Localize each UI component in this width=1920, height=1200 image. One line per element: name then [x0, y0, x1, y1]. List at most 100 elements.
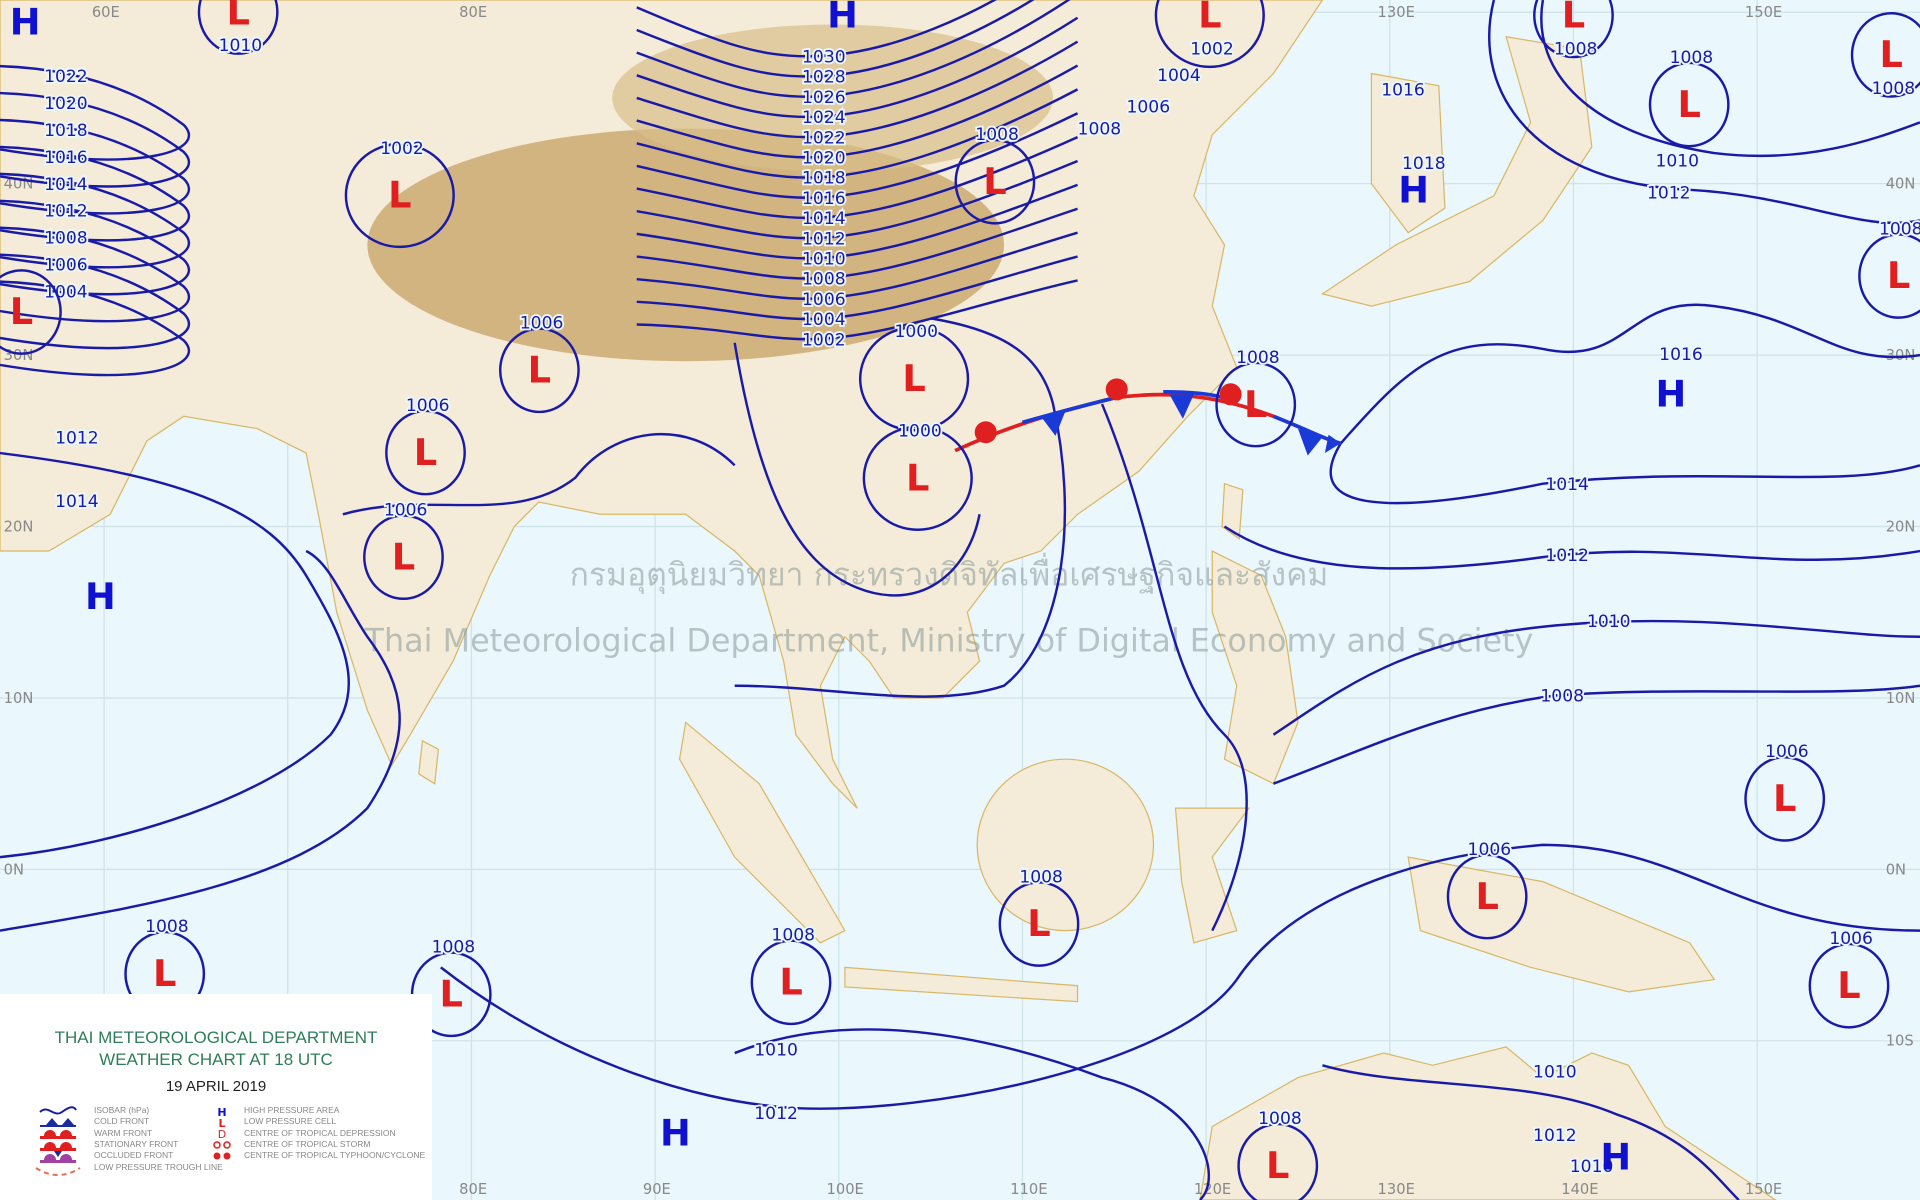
closed-isobar — [858, 326, 970, 432]
latitude-label: 10S — [1886, 1033, 1914, 1050]
latitude-label: 40N — [1886, 176, 1916, 193]
isobar-label: 1016 — [44, 148, 88, 168]
closed-isobar — [954, 138, 1036, 225]
latitude-label: 20N — [1886, 518, 1916, 535]
isobar-label: 1020 — [44, 94, 88, 114]
center-pressure-value: 1006 — [1765, 742, 1809, 762]
isobar — [733, 342, 981, 597]
sumatra — [678, 721, 846, 944]
closed-isobar — [1808, 942, 1890, 1029]
low-pressure-center: L 1010 — [197, 0, 279, 58]
isobar — [636, 112, 1079, 199]
isobar — [0, 172, 191, 269]
isobar-label: 1006 — [44, 256, 88, 276]
sri-lanka — [418, 739, 440, 785]
high-pressure-center: H — [1655, 373, 1686, 416]
isobar — [342, 433, 736, 516]
longitude-label: 120E — [1194, 1181, 1231, 1198]
isobar-label: 1014 — [802, 209, 846, 229]
center-pressure-value: 1008 — [1872, 79, 1916, 99]
watermark: กรมอุตุนิยมวิทยา กระทรวงดิจิทัลเพื่อเศรษ… — [364, 552, 1534, 659]
legend-item: OCCLUDED FRONT — [94, 1150, 174, 1161]
low-pressure-center: L 1006 — [1446, 838, 1528, 940]
high-marker: H — [85, 575, 116, 618]
center-pressure-value: 1006 — [406, 396, 450, 416]
isobar — [1273, 684, 1920, 785]
low-pressure-center: L 1008 — [750, 924, 832, 1026]
isobar — [636, 64, 1079, 159]
closed-isobar — [363, 514, 444, 600]
isobar-label: 1018 — [1402, 154, 1446, 174]
stationary-front-symbol — [40, 1142, 76, 1157]
high-marker: H — [1398, 169, 1429, 212]
legend-title: THAI METEOROLOGICAL DEPARTMENT — [54, 1028, 378, 1047]
isobar-label: 1018 — [44, 121, 88, 141]
cold-front-triangles — [1040, 394, 1341, 456]
center-pressure-value: 1000 — [894, 322, 938, 342]
sulawesi — [1174, 807, 1251, 944]
center-pressure-value: 1008 — [771, 926, 815, 946]
australia — [1199, 1046, 1777, 1200]
low-pressure-center: L 1006 — [1808, 927, 1890, 1029]
closed-isobar — [0, 269, 62, 355]
java — [844, 966, 1079, 1003]
legend-item: CENTRE OF TROPICAL STORM — [244, 1138, 371, 1149]
center-pressure-value: 1006 — [520, 314, 564, 334]
center-pressure-value: 1006 — [1829, 929, 1873, 949]
legend-item: ISOBAR (hPa) — [94, 1105, 150, 1115]
low-marker: L — [1266, 1144, 1289, 1187]
isobar — [636, 16, 1079, 119]
isobar — [1100, 403, 1248, 932]
low-marker: L — [1198, 0, 1221, 37]
legend-item: HIGH PRESSURE AREA — [244, 1105, 340, 1115]
isobar — [0, 451, 350, 859]
low-pressure-center: L 1006 — [385, 394, 466, 496]
closed-isobar — [998, 881, 1080, 967]
low-pressure-center: L 1008 — [1858, 218, 1920, 319]
isobar — [1329, 442, 1920, 505]
chart-date: 19 APRIL 2019 — [165, 1078, 267, 1095]
legend-item: STATIONARY FRONT — [94, 1138, 179, 1149]
isobar — [1339, 303, 1920, 445]
tropical-storm-icon — [213, 1141, 231, 1149]
latitude-label: 10N — [1886, 690, 1916, 707]
high-marker: H — [1600, 1135, 1631, 1178]
isobar-label: 1026 — [802, 88, 846, 108]
center-pressure-value: 1008 — [1236, 348, 1280, 368]
low-pressure-center: L 1002 — [1154, 0, 1265, 69]
isobar-label: 1012 — [754, 1104, 798, 1124]
isobar — [0, 280, 191, 377]
low-pressure-center: L 1002 — [344, 137, 455, 249]
closed-isobar — [385, 409, 466, 496]
high-marker: H — [660, 1111, 691, 1154]
center-pressure-value: 1008 — [145, 917, 189, 937]
isobar-label: 1028 — [802, 68, 846, 88]
isobar — [0, 549, 401, 932]
depression-symbol: D — [218, 1128, 226, 1141]
front-system — [954, 378, 1342, 456]
cold-front-symbol — [40, 1118, 76, 1127]
isobar-label: 1004 — [1157, 66, 1201, 86]
longitude-label: 130E — [1378, 1181, 1415, 1198]
isobar — [1223, 525, 1920, 570]
high-pressure-center: H — [827, 0, 858, 37]
isobar — [0, 226, 191, 323]
latitude-label: 0N — [4, 861, 24, 878]
closed-isobar — [197, 0, 279, 55]
latitude-label: 20N — [4, 518, 34, 535]
high-pressure-center: H — [10, 1, 41, 44]
low-marker: L — [10, 290, 33, 333]
isobar-label: 1014 — [44, 175, 88, 195]
new-guinea — [1407, 856, 1716, 993]
longitude-label: 80E — [459, 1181, 487, 1198]
low-marker: L — [1562, 0, 1585, 37]
isobar-label: 1010 — [1533, 1063, 1577, 1083]
low-pressure-center: L 1008 — [954, 123, 1036, 225]
legend-item: WARM FRONT — [94, 1127, 153, 1138]
isobar — [1272, 619, 1920, 736]
tibetan-plateau — [367, 128, 1005, 362]
latitude-label: 0N — [1886, 861, 1906, 878]
longitude-label: 130E — [1378, 4, 1415, 21]
low-pressure-center: L 1008 — [1533, 0, 1614, 61]
low-symbol: L — [218, 1117, 225, 1130]
